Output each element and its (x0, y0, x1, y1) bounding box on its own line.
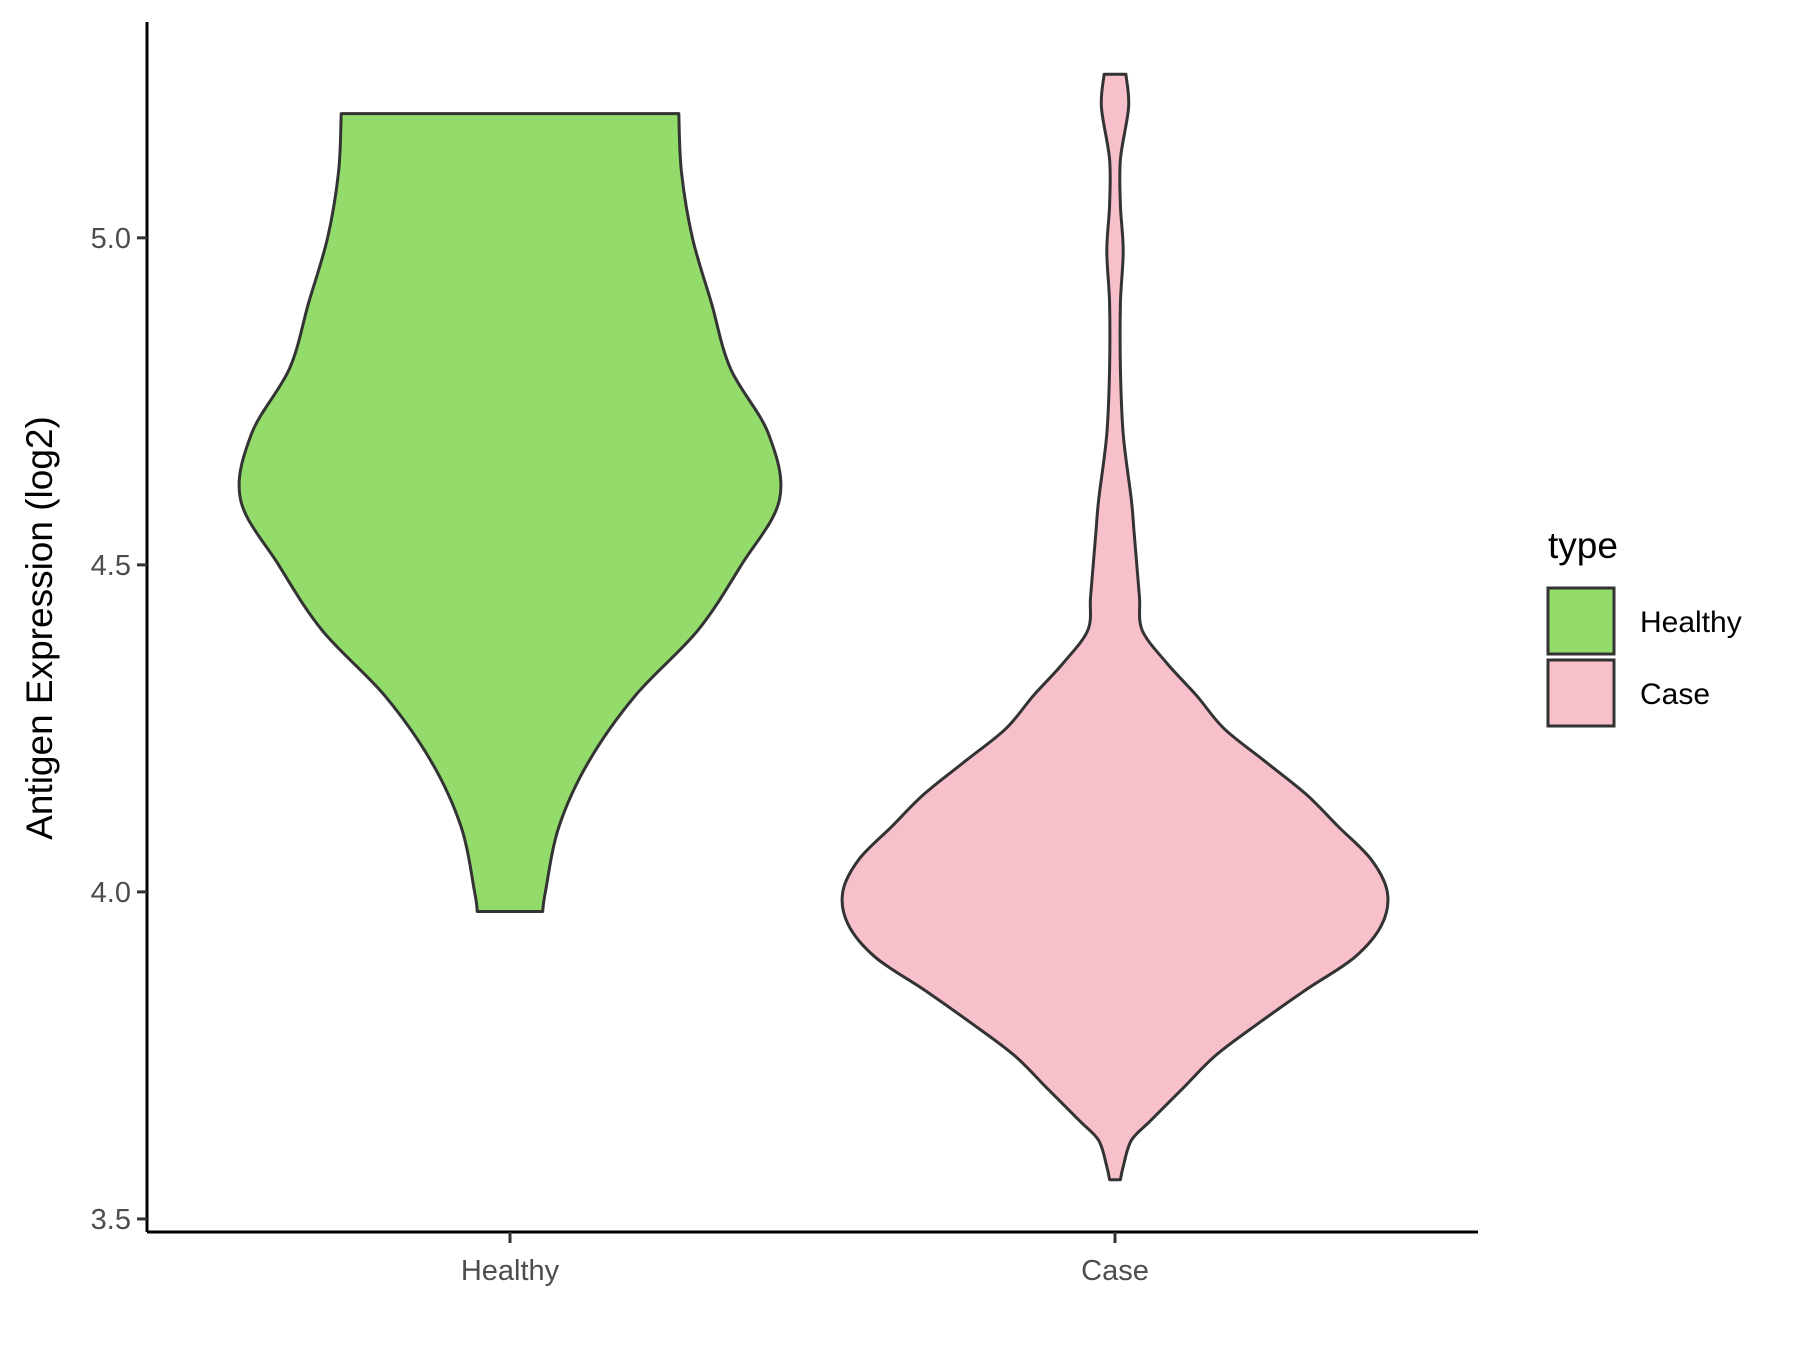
legend-title: type (1548, 525, 1618, 566)
y-tick-label: 4.5 (91, 550, 131, 582)
legend-label-healthy: Healthy (1640, 606, 1742, 639)
x-axis-ticks: Healthy Case (461, 1232, 1149, 1287)
legend-label-case: Case (1640, 678, 1710, 711)
x-tick-label: Case (1081, 1255, 1149, 1287)
y-tick-label: 5.0 (91, 223, 131, 255)
y-axis-ticks: 3.5 4.0 4.5 5.0 (91, 223, 147, 1236)
y-axis-title: Antigen Expression (log2) (19, 416, 60, 840)
violin-healthy (237, 112, 783, 913)
legend-items: Healthy Case (1546, 586, 1742, 728)
violins-layer (237, 72, 1390, 1182)
legend: type Healthy Case (1546, 525, 1742, 728)
y-tick-label: 4.0 (91, 877, 131, 909)
violin-case (840, 72, 1390, 1182)
legend-swatch-case (1546, 658, 1616, 728)
legend-swatch-healthy (1546, 586, 1616, 656)
y-tick-label: 3.5 (91, 1204, 131, 1236)
x-tick-label: Healthy (461, 1255, 560, 1287)
